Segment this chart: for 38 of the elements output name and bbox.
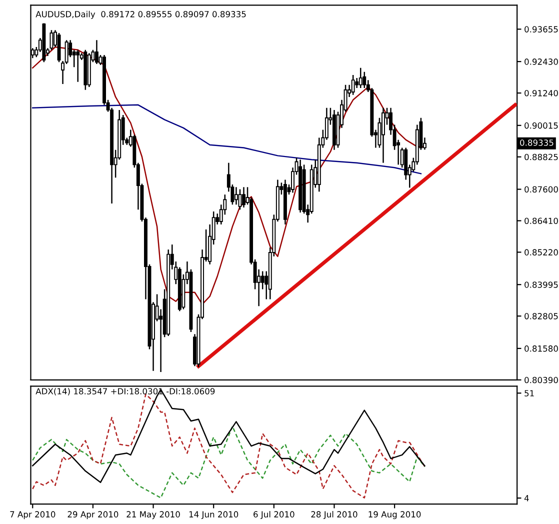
y-tick-label: 0.82805 xyxy=(524,313,558,320)
candlestick xyxy=(238,188,242,210)
x-tick-label: 28 Jul 2010 xyxy=(311,511,358,520)
line-series xyxy=(32,394,426,498)
candlestick xyxy=(351,74,355,96)
candlestick xyxy=(242,186,246,208)
candlestick xyxy=(358,67,362,89)
x-tick-label: 21 May 2010 xyxy=(126,511,180,520)
y-tick-label: 0.93655 xyxy=(524,26,558,32)
x-tick-label: 19 Aug 2010 xyxy=(368,511,421,520)
y-tick-label: 0.92430 xyxy=(524,58,558,65)
candlestick xyxy=(76,49,80,83)
y-tick-label: 0.91240 xyxy=(524,90,558,96)
candlestick xyxy=(355,77,359,89)
candlestick xyxy=(382,107,385,164)
candlestick xyxy=(362,71,366,89)
y-tick-label: 0.81580 xyxy=(524,345,558,352)
x-tick-label: 6 Jul 2010 xyxy=(254,511,294,520)
y-tick-label: 51 xyxy=(524,390,534,396)
y-tick-label: 0.83995 xyxy=(524,282,558,288)
y-tick-label: 4 xyxy=(524,495,529,502)
y-tick-label: 0.87600 xyxy=(524,186,558,193)
x-tick-label: 29 Apr 2010 xyxy=(68,511,118,520)
x-tick-label: 14 Jun 2010 xyxy=(189,511,238,520)
x-tick-label: 7 Apr 2010 xyxy=(10,511,56,520)
candlestick xyxy=(94,40,98,65)
candlestick xyxy=(260,270,264,290)
text: 0.89335 xyxy=(520,140,554,146)
candlestick xyxy=(234,186,238,206)
line-series xyxy=(32,104,422,174)
text: AUDUSD,Daily 0.89172 0.89555 0.89097 0.89335 xyxy=(36,10,246,19)
y-tick-label: 0.85220 xyxy=(524,249,558,256)
line-series xyxy=(32,46,426,305)
line-series xyxy=(32,426,426,498)
y-tick-label: 0.80390 xyxy=(524,376,558,384)
y-tick-label: 0.90015 xyxy=(524,122,558,129)
y-tick-label: 0.88825 xyxy=(524,154,558,160)
y-tick-label: 0.86410 xyxy=(524,218,558,224)
